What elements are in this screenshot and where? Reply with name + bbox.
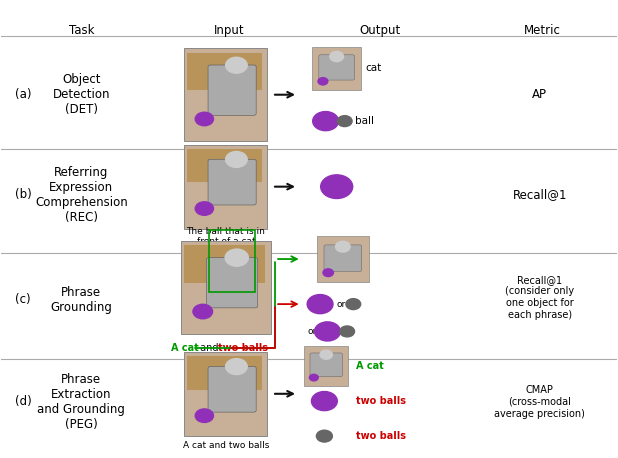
Text: Referring
Expression
Comprehension
(REC): Referring Expression Comprehension (REC): [35, 166, 128, 224]
Text: (d): (d): [15, 396, 32, 409]
Text: AP: AP: [532, 88, 547, 101]
Text: (a): (a): [15, 88, 31, 101]
Text: Recall@1: Recall@1: [512, 188, 567, 202]
Bar: [316, 236, 369, 282]
Circle shape: [311, 392, 337, 411]
Text: and: and: [197, 343, 222, 353]
FancyBboxPatch shape: [324, 245, 362, 271]
Text: (c): (c): [15, 293, 31, 306]
FancyBboxPatch shape: [206, 257, 258, 308]
Text: two balls: two balls: [356, 396, 406, 406]
Text: two balls: two balls: [218, 343, 268, 353]
Bar: [187, 149, 262, 182]
Text: A cat and two balls: A cat and two balls: [183, 441, 269, 450]
Text: The ball that is in
front of a cat: The ball that is in front of a cat: [187, 227, 265, 246]
Bar: [181, 240, 271, 334]
Circle shape: [320, 350, 332, 359]
Circle shape: [313, 112, 339, 131]
Circle shape: [330, 51, 344, 62]
Circle shape: [346, 299, 361, 310]
Bar: [184, 145, 268, 229]
Bar: [187, 53, 262, 90]
Text: Recall@1
(consider only
one object for
each phrase): Recall@1 (consider only one object for e…: [505, 275, 574, 320]
Text: Task: Task: [69, 24, 94, 38]
Circle shape: [225, 249, 248, 266]
Bar: [184, 352, 268, 436]
FancyBboxPatch shape: [208, 159, 256, 205]
Circle shape: [195, 202, 213, 215]
Circle shape: [316, 430, 332, 442]
Text: Phrase
Extraction
and Grounding
(PEG): Phrase Extraction and Grounding (PEG): [38, 373, 125, 431]
Text: Phrase
Grounding: Phrase Grounding: [51, 285, 112, 314]
FancyBboxPatch shape: [208, 366, 256, 412]
Bar: [184, 245, 265, 283]
Text: CMAP
(cross-modal
average precision): CMAP (cross-modal average precision): [494, 385, 585, 419]
Bar: [209, 230, 255, 292]
Text: ball: ball: [355, 116, 374, 126]
FancyBboxPatch shape: [319, 55, 355, 80]
Bar: [304, 345, 349, 386]
Circle shape: [321, 175, 353, 198]
Text: cat: cat: [366, 63, 382, 73]
Circle shape: [195, 409, 213, 422]
Text: Object
Detection
(DET): Object Detection (DET): [53, 73, 110, 116]
Text: (b): (b): [15, 188, 32, 202]
Text: A cat: A cat: [356, 360, 384, 371]
Text: or: or: [307, 327, 316, 336]
Circle shape: [195, 112, 213, 126]
Circle shape: [323, 269, 334, 277]
Circle shape: [337, 116, 352, 126]
Circle shape: [315, 322, 341, 341]
Circle shape: [340, 326, 355, 337]
Text: two balls: two balls: [356, 431, 406, 441]
Text: or: or: [337, 300, 346, 309]
FancyBboxPatch shape: [208, 65, 256, 115]
Circle shape: [226, 152, 247, 168]
Circle shape: [310, 374, 318, 381]
Text: A cat: A cat: [171, 343, 198, 353]
Text: Output: Output: [359, 24, 400, 38]
Circle shape: [336, 241, 350, 252]
Circle shape: [193, 304, 213, 319]
Text: Input: Input: [214, 24, 244, 38]
FancyBboxPatch shape: [310, 353, 342, 376]
Circle shape: [226, 57, 247, 73]
Circle shape: [318, 78, 328, 85]
Circle shape: [307, 294, 333, 314]
Bar: [184, 48, 268, 142]
Bar: [187, 356, 262, 390]
Text: Metric: Metric: [524, 24, 561, 38]
Bar: [312, 47, 362, 90]
Circle shape: [226, 359, 247, 375]
